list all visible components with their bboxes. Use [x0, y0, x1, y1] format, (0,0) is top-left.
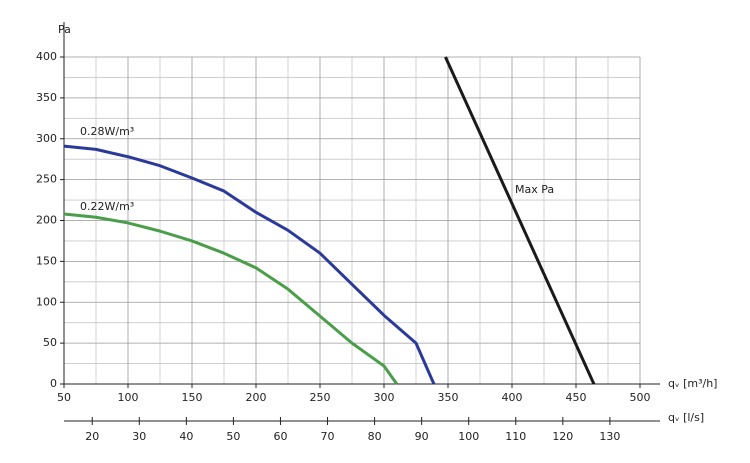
x-tick-label: 200 — [246, 391, 267, 404]
x-tick-label: 500 — [630, 391, 651, 404]
x2-tick-label: 30 — [132, 430, 146, 443]
x2-tick-label: 80 — [368, 430, 382, 443]
curve — [444, 56, 596, 385]
y-tick-label: 200 — [36, 214, 57, 227]
y-tick-label: 350 — [36, 91, 57, 104]
x2-tick-label: 110 — [505, 430, 526, 443]
x2-tick-label: 70 — [321, 430, 335, 443]
x-tick-label: 250 — [310, 391, 331, 404]
y-tick-label: 250 — [36, 173, 57, 186]
y-tick-label: 50 — [43, 336, 57, 349]
x-tick-label: 450 — [566, 391, 587, 404]
x2-tick-label: 90 — [415, 430, 429, 443]
y-tick-label: 400 — [36, 50, 57, 63]
x-tick-label: 50 — [57, 391, 71, 404]
x-tick-label: 150 — [182, 391, 203, 404]
curve — [63, 144, 436, 385]
x-axis-label: qᵥ [m³/h] — [668, 377, 717, 390]
x-tick-label: 100 — [118, 391, 139, 404]
y-tick-label: 0 — [50, 377, 57, 390]
x-tick-label: 400 — [502, 391, 523, 404]
x2-tick-label: 40 — [179, 430, 193, 443]
curve-label: 0.22W/m³ — [80, 200, 134, 213]
x2-tick-label: 130 — [599, 430, 620, 443]
curve-label: Max Pa — [515, 183, 554, 196]
x-tick-label: 350 — [438, 391, 459, 404]
x2-tick-label: 50 — [226, 430, 240, 443]
x2-tick-label: 60 — [273, 430, 287, 443]
x-tick-label: 300 — [374, 391, 395, 404]
x2-tick-label: 100 — [458, 430, 479, 443]
x2-tick-label: 120 — [552, 430, 573, 443]
x2-tick-label: 20 — [85, 430, 99, 443]
curve — [63, 212, 399, 385]
y-tick-label: 150 — [36, 254, 57, 267]
y-tick-label: 100 — [36, 295, 57, 308]
curve-label: 0.28W/m³ — [80, 125, 134, 138]
x2-axis-label: qᵥ [l/s] — [668, 411, 704, 424]
y-tick-label: 300 — [36, 132, 57, 145]
